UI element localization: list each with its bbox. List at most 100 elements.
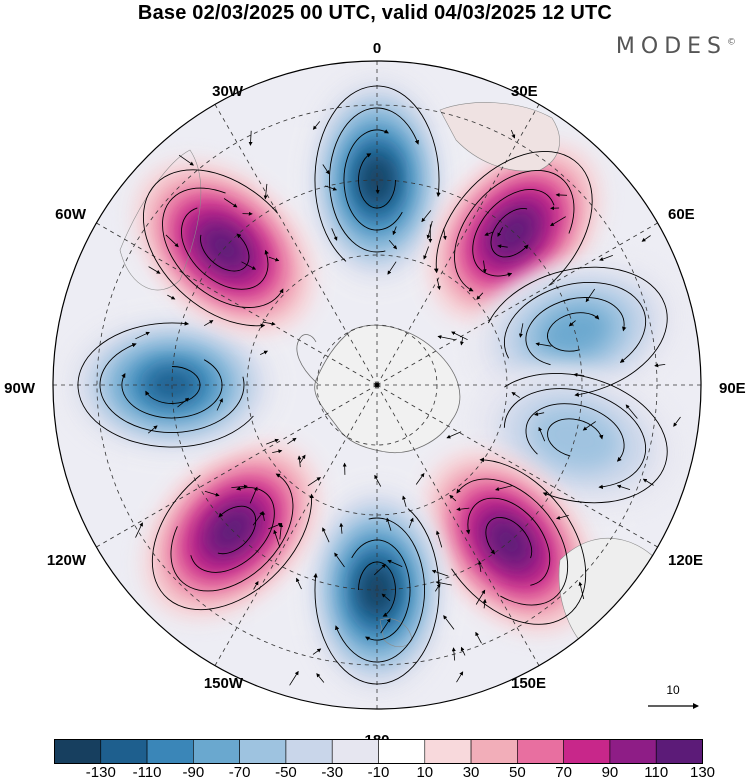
- wind-vector: [322, 164, 330, 175]
- wind-vector: [573, 372, 585, 377]
- colorbar-cell: [239, 739, 287, 764]
- wind-vector-layer: [77, 85, 681, 686]
- wind-vector: [550, 216, 566, 227]
- wind-vector: [263, 321, 276, 326]
- graticule: [53, 61, 701, 709]
- wind-vector: [449, 494, 457, 502]
- wind-vector: [334, 552, 345, 568]
- colorbar-label: 90: [601, 764, 619, 781]
- wind-vector: [386, 517, 392, 531]
- circulation-streamlines: [451, 457, 587, 625]
- wind-vector: [289, 670, 299, 686]
- wind-vector: [451, 647, 456, 661]
- circulation-streamlines: [434, 151, 593, 292]
- wind-vector: [312, 121, 321, 130]
- meridian-line: [376, 104, 540, 386]
- wind-vector: [167, 294, 176, 300]
- wind-vector: [387, 559, 403, 567]
- colorbar-cell: [331, 739, 379, 764]
- wind-vector: [434, 583, 441, 592]
- wind-vector: [642, 478, 654, 486]
- wind-vector: [459, 336, 464, 346]
- wind-vector: [435, 580, 452, 586]
- wind-vector: [585, 288, 596, 303]
- longitude-label: 90E: [719, 380, 746, 397]
- logo-text: MODES: [615, 34, 727, 59]
- wind-vector: [555, 192, 568, 197]
- meridian-line: [376, 384, 658, 548]
- parallel-circle: [171, 179, 583, 591]
- wind-vector: [456, 507, 470, 512]
- meridian-line: [214, 104, 378, 386]
- meridian-line: [96, 384, 378, 548]
- wind-vector: [296, 577, 302, 590]
- wind-vector: [392, 226, 397, 236]
- wind-vector: [253, 581, 259, 590]
- wind-vector: [511, 392, 520, 398]
- colorbar-cell: [424, 739, 472, 764]
- wind-vector: [135, 522, 143, 538]
- wind-vector: [442, 228, 447, 241]
- colorbar-cell: [378, 739, 426, 764]
- colorbar-label: 110: [644, 764, 669, 781]
- wind-vector: [437, 335, 456, 341]
- wind-vector: [475, 589, 486, 605]
- antarctica-landmass: [314, 324, 461, 454]
- wind-vector: [322, 527, 330, 543]
- colorbar-label: 130: [689, 764, 716, 781]
- circulation-streamlines: [503, 372, 668, 504]
- wind-vector: [477, 560, 482, 572]
- reference-arrow-label: 10: [666, 683, 680, 697]
- colorbar-cell: [517, 739, 564, 764]
- wind-vector: [482, 260, 487, 274]
- colorbar-frame: [54, 739, 703, 764]
- wind-vector: [374, 474, 382, 487]
- longitude-label: 60W: [55, 206, 87, 223]
- wind-vector: [287, 437, 297, 445]
- colorbar-labels: -130 -110 -90 -70 -50 -30 -10 10 30 50 70 90 110 130: [0, 764, 750, 782]
- wind-vector: [325, 185, 338, 191]
- longitude-label: 150E: [511, 675, 546, 692]
- wind-vector: [203, 320, 214, 327]
- colorbar-label: -30: [321, 764, 344, 781]
- meridian-line: [214, 384, 378, 666]
- wind-vector: [497, 227, 504, 237]
- wind-vector: [641, 235, 651, 242]
- wind-vector: [223, 198, 238, 208]
- wind-vector: [568, 320, 576, 327]
- wind-vector: [495, 485, 513, 491]
- colorbar-cell: [146, 739, 194, 764]
- colorbar-label: -90: [182, 764, 205, 781]
- wind-vector: [388, 240, 398, 250]
- vector-reference: 10: [648, 683, 699, 709]
- wind-vector: [248, 130, 253, 146]
- wind-vector: [263, 183, 268, 200]
- wind-vector: [381, 593, 391, 602]
- south-africa-coast: [439, 102, 560, 172]
- circulation-streamlines: [487, 266, 668, 397]
- new-zealand-coast: [379, 618, 413, 648]
- wind-vector: [446, 431, 462, 439]
- colorbar-label: -70: [228, 764, 251, 781]
- longitude-label: 90W: [4, 380, 36, 397]
- wind-vector: [518, 323, 524, 338]
- wind-vector: [249, 486, 258, 504]
- south-pole-point: [374, 382, 380, 388]
- wind-vector: [299, 454, 306, 464]
- wind-vector: [556, 515, 569, 520]
- land-layer: [119, 102, 673, 661]
- wind-vector: [460, 646, 466, 656]
- wind-vector: [578, 581, 585, 600]
- longitude-label: 120W: [47, 552, 87, 569]
- wind-vector: [625, 404, 638, 419]
- wind-vector: [312, 648, 322, 655]
- wind-vector: [241, 261, 257, 270]
- wind-vector: [616, 484, 631, 490]
- wind-vector: [482, 598, 487, 609]
- wind-vector: [374, 563, 386, 576]
- wind-vector: [673, 416, 681, 427]
- wind-vector: [316, 673, 325, 683]
- wind-vector: [260, 350, 268, 355]
- wind-vector: [272, 449, 283, 454]
- negative-anomaly: [307, 75, 447, 285]
